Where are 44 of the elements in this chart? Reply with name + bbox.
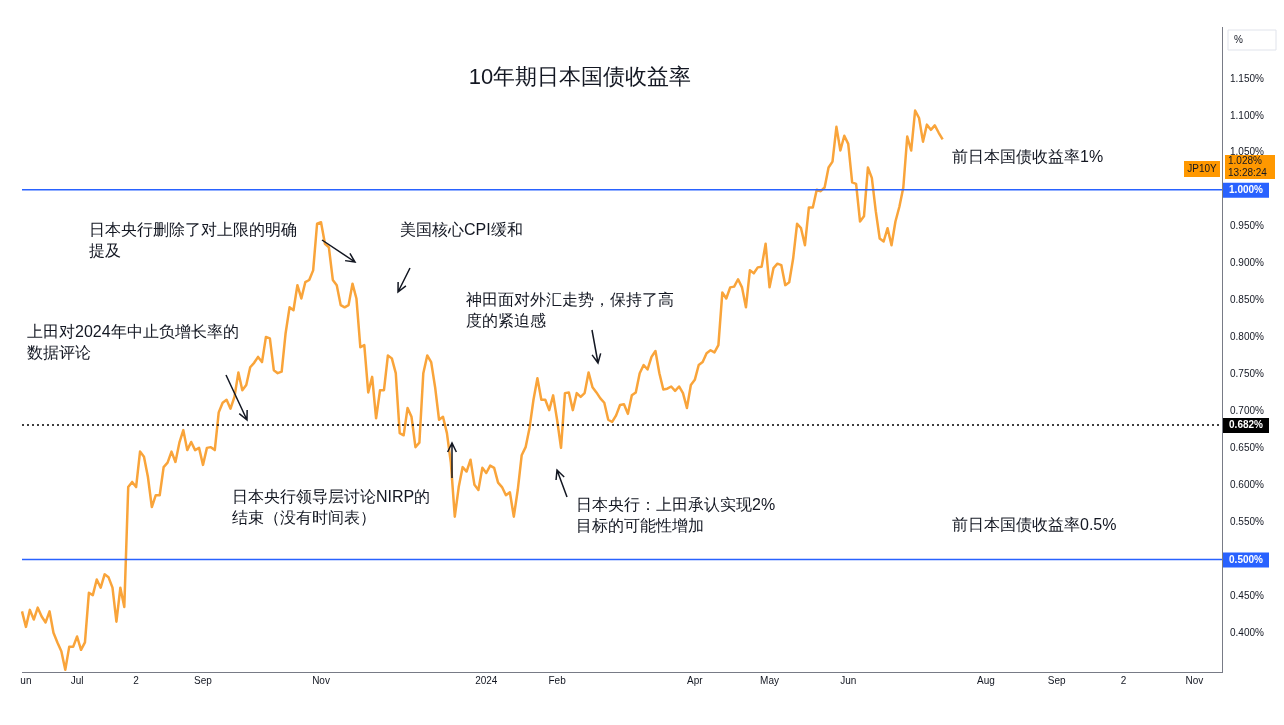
x-tick-label: un	[20, 674, 32, 686]
x-tick-label: Feb	[548, 674, 567, 686]
x-tick-label: 2024	[475, 674, 498, 686]
text: 10年期日本国债收益率	[468, 64, 692, 90]
y-tick-label: 0.800%	[1230, 331, 1265, 343]
annotation: 神田面对外汇走势，保持了高度的紧迫感	[466, 291, 674, 330]
y-tick-label: 0.600%	[1230, 479, 1265, 491]
y-tick-label: 0.400%	[1230, 627, 1265, 639]
x-tick-label: 2	[133, 674, 140, 686]
x-tick-label: Aug	[977, 674, 995, 686]
x-tick-label: May	[760, 674, 779, 686]
annotation: 美国核心CPI缓和	[400, 221, 523, 239]
x-tick-label: Sep	[1047, 674, 1067, 686]
x-tick-label: Jul	[70, 674, 84, 686]
y-tick-label: 1.100%	[1230, 109, 1265, 121]
x-tick-label: Jun	[840, 674, 857, 686]
text: 13:28:24	[1228, 167, 1268, 179]
annotation: 前日本国债收益率1%	[952, 148, 1104, 166]
ref-line-label: 0.682%	[1229, 419, 1264, 431]
y-tick-label: 0.850%	[1230, 294, 1265, 306]
annotation: 日本央行删除了对上限的明确提及	[89, 221, 297, 260]
annotation: JP10Y	[1187, 162, 1218, 174]
annotation: 上田对2024年中止负增长率的数据评论	[27, 323, 239, 362]
annotation: 日本央行领导层讨论NIRP的结束（没有时间表）	[232, 488, 431, 527]
y-tick-label: 1.150%	[1230, 72, 1265, 84]
x-tick-label: Nov	[1185, 674, 1204, 686]
y-tick-label: 0.950%	[1230, 220, 1265, 232]
y-axis-title: %	[1234, 33, 1243, 45]
x-tick-label: Sep	[194, 674, 213, 686]
ref-line-label: 0.500%	[1229, 553, 1264, 565]
y-tick-label: 1.050%	[1230, 146, 1265, 158]
y-tick-label: 0.700%	[1230, 405, 1265, 417]
x-tick-label: Apr	[687, 674, 704, 686]
text: 1.028%	[1228, 155, 1263, 167]
x-tick-label: 2	[1120, 674, 1127, 686]
y-tick-label: 0.550%	[1230, 516, 1265, 528]
y-tick-label: 0.650%	[1230, 442, 1265, 454]
annotation: 前日本国债收益率0.5%	[952, 516, 1117, 534]
ref-line-label: 1.000%	[1229, 183, 1264, 195]
annotation: 日本央行：上田承认实现2%目标的可能性增加	[576, 496, 776, 535]
y-tick-label: 0.900%	[1230, 257, 1265, 269]
x-tick-label: Nov	[312, 674, 330, 686]
y-tick-label: 0.750%	[1230, 368, 1265, 380]
y-tick-label: 0.450%	[1230, 590, 1265, 602]
